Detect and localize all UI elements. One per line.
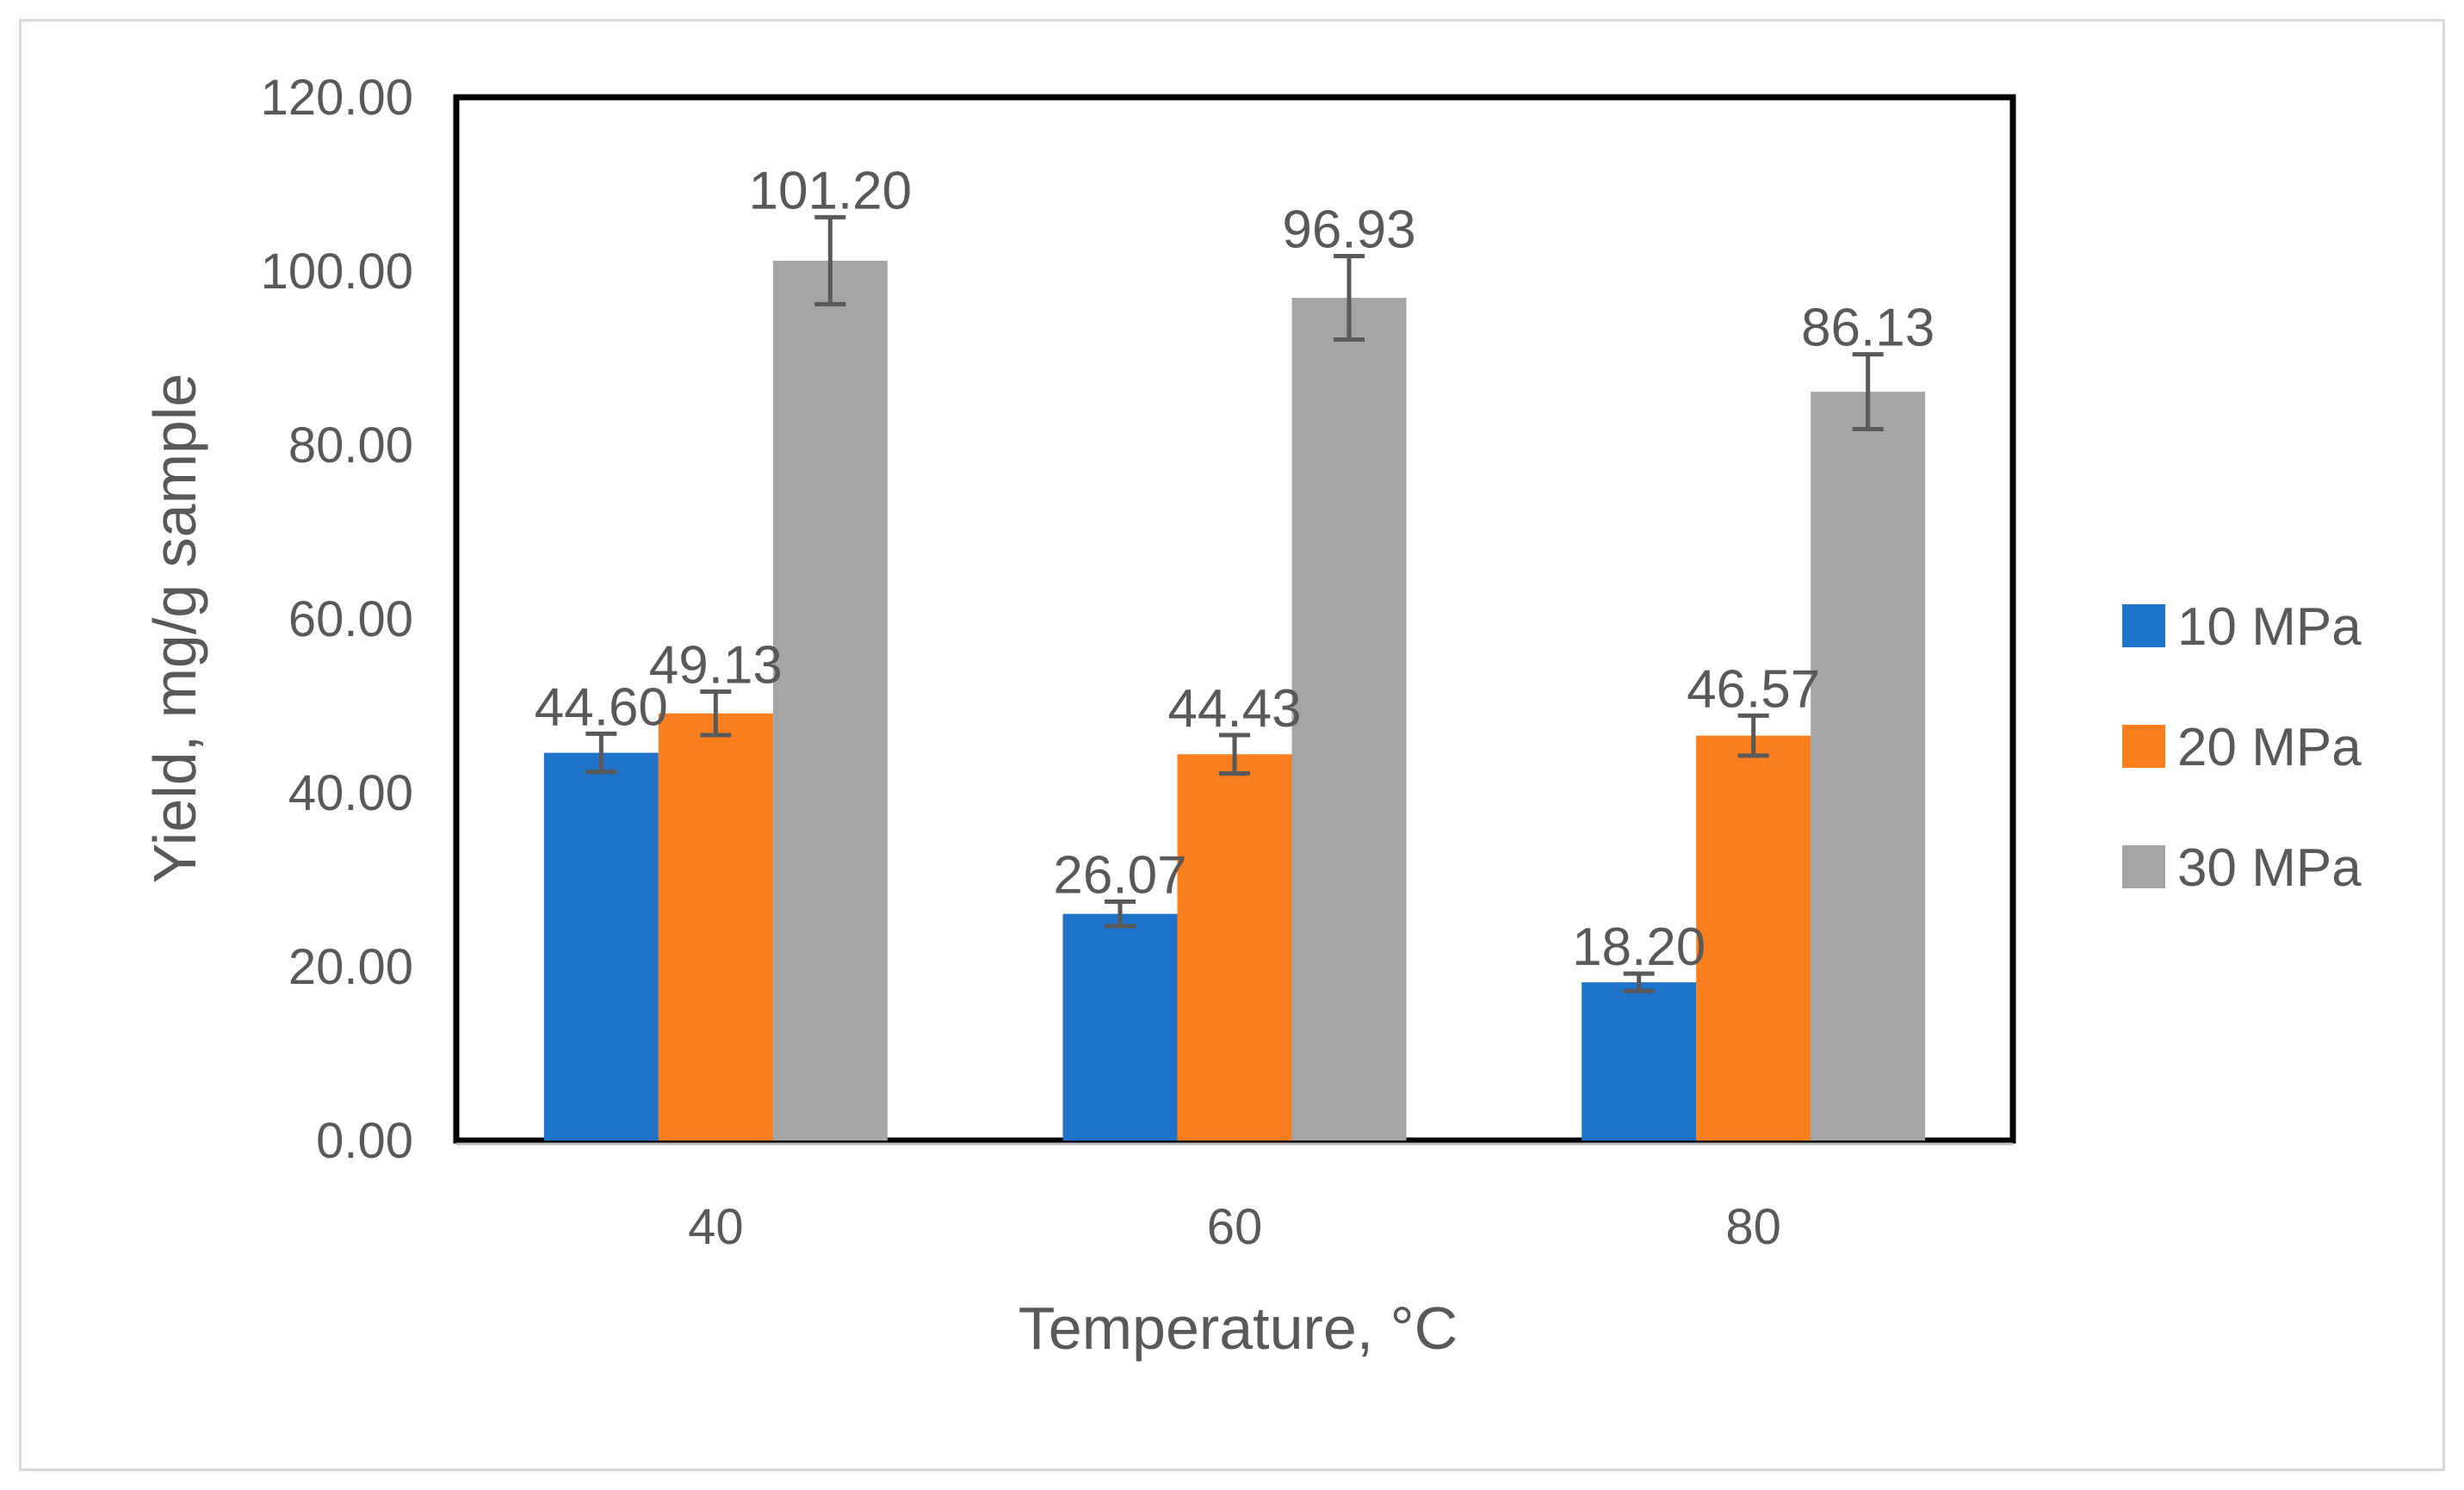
legend-swatch-10-mpa — [2122, 604, 2165, 647]
error-bar — [1334, 254, 1365, 342]
bar-10-mpa-60 — [1062, 913, 1178, 1141]
legend-label: 20 MPa — [2177, 718, 2362, 777]
data-label: 86.13 — [1801, 299, 1935, 358]
data-label: 26.07 — [1053, 846, 1186, 906]
data-label: 18.20 — [1572, 918, 1706, 977]
legend: 10 MPa 20 MPa 30 MPa — [2122, 597, 2362, 898]
bar-chart: 0.00 20.00 40.00 60.00 80.00 100.00 120.00 44.6… — [141, 70, 2362, 1362]
x-axis-title: Temperature, °C — [1018, 1295, 1458, 1362]
legend-label: 30 MPa — [2177, 838, 2362, 898]
y-tick-label: 60.00 — [288, 591, 413, 647]
y-tick-label: 100.00 — [261, 244, 413, 300]
bar-30-mpa-40 — [772, 260, 888, 1141]
error-bar — [1105, 900, 1136, 929]
error-bar — [1737, 713, 1769, 758]
x-tick-label: 60 — [1207, 1199, 1263, 1255]
legend-swatch-30-mpa — [2122, 845, 2165, 888]
x-tick-label: 40 — [688, 1199, 744, 1255]
y-tick-label: 80.00 — [288, 417, 413, 473]
bar-20-mpa-60 — [1177, 754, 1292, 1141]
data-label: 46.57 — [1687, 659, 1820, 719]
bar-10-mpa-80 — [1582, 982, 1697, 1141]
bar-10-mpa-40 — [543, 752, 659, 1141]
bar-20-mpa-40 — [658, 713, 773, 1141]
x-tick-label: 80 — [1725, 1199, 1781, 1255]
y-tick-label: 120.00 — [261, 70, 413, 126]
y-tick-label: 40.00 — [288, 765, 413, 821]
error-bar — [814, 214, 846, 306]
error-bar — [700, 689, 732, 738]
chart-frame: 0.00 20.00 40.00 60.00 80.00 100.00 120.00 44.6… — [19, 19, 2445, 1471]
error-bar — [1852, 352, 1884, 432]
bar-30-mpa-80 — [1811, 392, 1926, 1141]
y-axis-title: Yield, mg/g sample — [141, 374, 208, 884]
data-label: 44.60 — [535, 677, 668, 737]
y-tick-label: 20.00 — [288, 939, 413, 995]
data-label: 44.43 — [1167, 679, 1301, 739]
error-bar — [585, 731, 617, 775]
legend-swatch-20-mpa — [2122, 725, 2165, 768]
error-bar — [1623, 971, 1655, 993]
data-label: 96.93 — [1282, 201, 1415, 260]
bar-30-mpa-60 — [1291, 298, 1407, 1141]
data-label: 101.20 — [749, 161, 913, 220]
data-label: 49.13 — [649, 636, 783, 696]
legend-label: 10 MPa — [2177, 597, 2362, 657]
bar-20-mpa-80 — [1696, 735, 1811, 1141]
error-bar — [1219, 733, 1250, 776]
y-tick-label: 0.00 — [316, 1113, 413, 1169]
